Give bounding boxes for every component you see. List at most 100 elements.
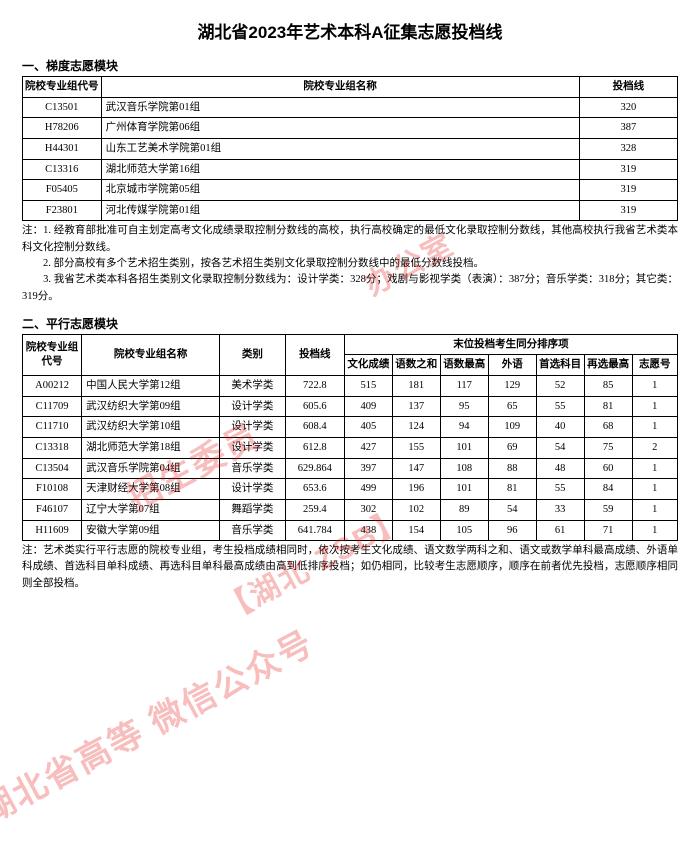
cell: 69 bbox=[488, 438, 536, 459]
cell: 33 bbox=[536, 499, 584, 520]
cell: F10108 bbox=[23, 479, 82, 500]
cell: H78206 bbox=[23, 118, 102, 139]
cell: 天津财经大学第08组 bbox=[82, 479, 220, 500]
cell: 54 bbox=[488, 499, 536, 520]
cell: 137 bbox=[392, 396, 440, 417]
section1-header: 一、梯度志愿模块 bbox=[22, 57, 678, 74]
cell: 320 bbox=[579, 97, 677, 118]
cell: 美术学类 bbox=[220, 376, 286, 397]
cell: 48 bbox=[536, 458, 584, 479]
cell: 387 bbox=[579, 118, 677, 139]
cell: 94 bbox=[440, 417, 488, 438]
cell: 109 bbox=[488, 417, 536, 438]
cell: 1 bbox=[632, 479, 677, 500]
table-row: H44301山东工艺美术学院第01组328 bbox=[23, 138, 678, 159]
cell: 302 bbox=[344, 499, 392, 520]
cell: 河北传媒学院第01组 bbox=[101, 200, 579, 221]
col-yushu-max: 语数最高 bbox=[440, 355, 488, 376]
table-row: C13504武汉音乐学院第04组音乐学类629.8643971471088848… bbox=[23, 458, 678, 479]
cell: 605.6 bbox=[285, 396, 344, 417]
cell: 设计学类 bbox=[220, 479, 286, 500]
cell: 61 bbox=[536, 520, 584, 541]
cell: 499 bbox=[344, 479, 392, 500]
cell: C13318 bbox=[23, 438, 82, 459]
cell: 108 bbox=[440, 458, 488, 479]
cell: 405 bbox=[344, 417, 392, 438]
cell: 427 bbox=[344, 438, 392, 459]
cell: 438 bbox=[344, 520, 392, 541]
cell: 85 bbox=[584, 376, 632, 397]
cell: 154 bbox=[392, 520, 440, 541]
cell: 319 bbox=[579, 159, 677, 180]
table-row: C13318湖北师范大学第18组设计学类612.8427155101695475… bbox=[23, 438, 678, 459]
cell: C13501 bbox=[23, 97, 102, 118]
section2-notes: 注：艺术类实行平行志愿的院校专业组，考生投档成绩相同时，依次按考生文化成绩、语文… bbox=[22, 543, 678, 592]
cell: 安徽大学第09组 bbox=[82, 520, 220, 541]
cell: 1 bbox=[632, 417, 677, 438]
cell: 196 bbox=[392, 479, 440, 500]
cell: 102 bbox=[392, 499, 440, 520]
table-row: A00212中国人民大学第12组美术学类722.8515181117129528… bbox=[23, 376, 678, 397]
cell: F23801 bbox=[23, 200, 102, 221]
cell: 音乐学类 bbox=[220, 458, 286, 479]
cell: 181 bbox=[392, 376, 440, 397]
col-code: 院校专业组代号 bbox=[23, 334, 82, 375]
cell: 319 bbox=[579, 200, 677, 221]
table-row: H11609安徽大学第09组音乐学类641.784438154105966171… bbox=[23, 520, 678, 541]
cell: 广州体育学院第06组 bbox=[101, 118, 579, 139]
cell: 81 bbox=[584, 396, 632, 417]
col-code: 院校专业组代号 bbox=[23, 77, 102, 98]
cell: 397 bbox=[344, 458, 392, 479]
table-row: H78206广州体育学院第06组387 bbox=[23, 118, 678, 139]
cell: 81 bbox=[488, 479, 536, 500]
cell: C13316 bbox=[23, 159, 102, 180]
cell: 65 bbox=[488, 396, 536, 417]
cell: 259.4 bbox=[285, 499, 344, 520]
cell: 1 bbox=[632, 396, 677, 417]
cell: 湖北师范大学第18组 bbox=[82, 438, 220, 459]
cell: C13504 bbox=[23, 458, 82, 479]
table-row: F10108天津财经大学第08组设计学类653.6499196101815584… bbox=[23, 479, 678, 500]
cell: 101 bbox=[440, 479, 488, 500]
cell: 124 bbox=[392, 417, 440, 438]
cell: 641.784 bbox=[285, 520, 344, 541]
cell: 55 bbox=[536, 396, 584, 417]
section2-header: 二、平行志愿模块 bbox=[22, 315, 678, 332]
table-header-row: 院校专业组代号 院校专业组名称 类别 投档线 末位投档考生同分排序项 bbox=[23, 334, 678, 355]
cell: 155 bbox=[392, 438, 440, 459]
col-wish: 志愿号 bbox=[632, 355, 677, 376]
cell: 319 bbox=[579, 180, 677, 201]
table-row: F23801河北传媒学院第01组319 bbox=[23, 200, 678, 221]
table-parallel: 院校专业组代号 院校专业组名称 类别 投档线 末位投档考生同分排序项 文化成绩 … bbox=[22, 334, 678, 541]
cell: 52 bbox=[536, 376, 584, 397]
cell: 95 bbox=[440, 396, 488, 417]
table-row: C13501武汉音乐学院第01组320 bbox=[23, 97, 678, 118]
cell: 612.8 bbox=[285, 438, 344, 459]
col-first: 首选科目 bbox=[536, 355, 584, 376]
table-row: C11709武汉纺织大学第09组设计学类605.6409137956555811 bbox=[23, 396, 678, 417]
cell: F05405 bbox=[23, 180, 102, 201]
watermark: 湖北省高等 微信公众号 bbox=[0, 616, 321, 834]
note-line: 2. 部分高校有多个艺术招生类别，按各艺术招生类别文化录取控制分数线中的最低分数… bbox=[22, 256, 678, 272]
cell: 75 bbox=[584, 438, 632, 459]
col-foreign: 外语 bbox=[488, 355, 536, 376]
cell: 409 bbox=[344, 396, 392, 417]
cell: 101 bbox=[440, 438, 488, 459]
cell: 1 bbox=[632, 458, 677, 479]
cell: 71 bbox=[584, 520, 632, 541]
col-score: 投档线 bbox=[285, 334, 344, 375]
section1-notes: 注：1. 经教育部批准可自主划定高考文化成绩录取控制分数线的高校，执行高校确定的… bbox=[22, 223, 678, 304]
cell: 设计学类 bbox=[220, 417, 286, 438]
cell: 中国人民大学第12组 bbox=[82, 376, 220, 397]
table-header-row: 院校专业组代号 院校专业组名称 投档线 bbox=[23, 77, 678, 98]
cell: 武汉音乐学院第04组 bbox=[82, 458, 220, 479]
col-name: 院校专业组名称 bbox=[82, 334, 220, 375]
cell: H11609 bbox=[23, 520, 82, 541]
cell: 1 bbox=[632, 499, 677, 520]
cell: 武汉音乐学院第01组 bbox=[101, 97, 579, 118]
cell: 北京城市学院第05组 bbox=[101, 180, 579, 201]
cell: 59 bbox=[584, 499, 632, 520]
col-culture: 文化成绩 bbox=[344, 355, 392, 376]
col-group-tiebreak: 末位投档考生同分排序项 bbox=[344, 334, 677, 355]
cell: 武汉纺织大学第10组 bbox=[82, 417, 220, 438]
